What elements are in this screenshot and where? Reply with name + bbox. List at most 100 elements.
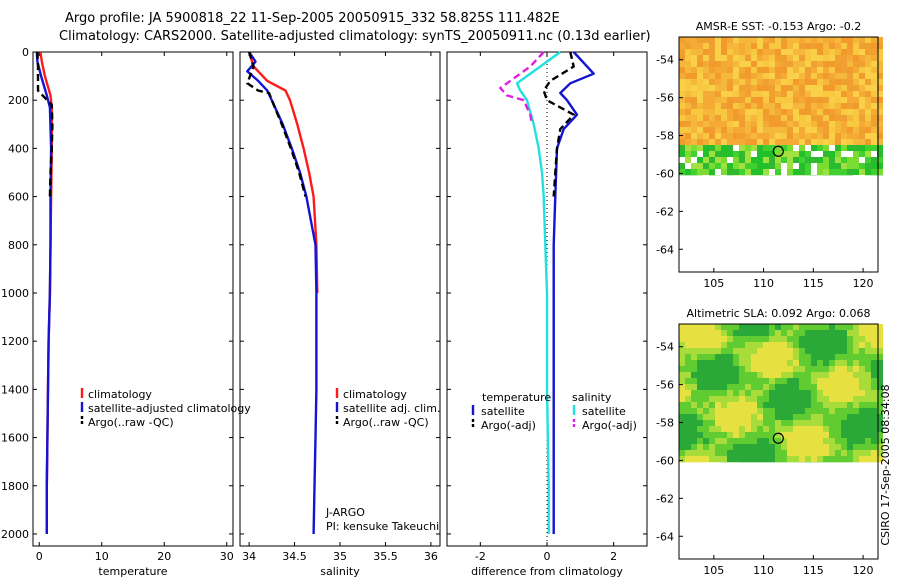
sst-cell: [817, 43, 823, 49]
sst-cell: [715, 163, 721, 169]
sst-cell: [721, 109, 727, 115]
sla-cell: [865, 432, 871, 438]
sla-cell: [799, 450, 805, 456]
sla-cell: [853, 360, 859, 366]
sst-cell: [763, 115, 769, 121]
sst-cell: [841, 163, 847, 169]
sla-cell: [757, 336, 763, 342]
sst-cell: [805, 73, 811, 79]
sst-cell: [859, 151, 865, 157]
sla-cell: [817, 336, 823, 342]
sst-cell: [799, 133, 805, 139]
sla-cell: [751, 444, 757, 450]
sla-cell: [679, 450, 685, 456]
sla-cell: [703, 414, 709, 420]
sst-cell: [853, 43, 859, 49]
sst-cell: [841, 109, 847, 115]
sla-cell: [697, 372, 703, 378]
sst-cell: [739, 121, 745, 127]
sst-cell: [853, 145, 859, 151]
sla-cell: [745, 432, 751, 438]
sla-cell: [817, 420, 823, 426]
sst-cell: [679, 169, 685, 175]
sla-cell: [835, 450, 841, 456]
legend-label: satellite: [481, 405, 525, 418]
sla-cell: [715, 336, 721, 342]
sla-cell: [865, 354, 871, 360]
sst-cell: [679, 139, 685, 145]
sst-cell: [853, 61, 859, 67]
sst-cell: [775, 145, 781, 151]
sla-cell: [847, 456, 853, 462]
sla-cell: [757, 438, 763, 444]
sla-cell: [781, 420, 787, 426]
sst-cell: [787, 133, 793, 139]
sst-cell: [757, 151, 763, 157]
y-tick-label: 1000: [1, 287, 29, 300]
sla-cell: [817, 324, 823, 330]
sla-cell: [763, 366, 769, 372]
sst-cell: [865, 103, 871, 109]
sst-cell: [805, 61, 811, 67]
sst-cell: [721, 43, 727, 49]
sla-cell: [823, 426, 829, 432]
sst-cell: [685, 73, 691, 79]
sla-cell: [847, 330, 853, 336]
sla-cell: [829, 390, 835, 396]
sla-cell: [691, 378, 697, 384]
sst-cell: [823, 145, 829, 151]
sst-cell: [763, 97, 769, 103]
sla-cell: [787, 354, 793, 360]
sla-cell: [871, 330, 877, 336]
series-line-satellite-adjusted-climatology: [35, 51, 53, 534]
sst-cell: [715, 43, 721, 49]
sla-cell: [715, 360, 721, 366]
sla-cell: [847, 432, 853, 438]
sla-cell: [733, 324, 739, 330]
sst-cell: [751, 139, 757, 145]
sla-cell: [679, 432, 685, 438]
sla-cell: [745, 366, 751, 372]
sst-cell: [727, 121, 733, 127]
sst-cell: [865, 145, 871, 151]
sst-cell: [775, 97, 781, 103]
sla-cell: [865, 336, 871, 342]
sst-cell: [877, 163, 883, 169]
sst-cell: [877, 55, 883, 61]
sla-cell: [751, 330, 757, 336]
argo-float-marker: [772, 145, 784, 157]
sst-cell: [847, 127, 853, 133]
sst-cell: [829, 127, 835, 133]
sst-cell: [817, 163, 823, 169]
sst-cell: [811, 109, 817, 115]
sst-cell: [721, 49, 727, 55]
sla-cell: [805, 414, 811, 420]
sla-cell: [679, 378, 685, 384]
sst-cell: [733, 163, 739, 169]
sst-cell: [811, 85, 817, 91]
sst-cell: [853, 151, 859, 157]
sla-cell: [769, 420, 775, 426]
sla-cell: [847, 444, 853, 450]
sla-cell: [685, 336, 691, 342]
sst-cell: [823, 169, 829, 175]
sla-cell: [877, 360, 883, 366]
sst-cell: [865, 157, 871, 163]
sst-cell: [775, 127, 781, 133]
sla-cell: [757, 450, 763, 456]
sla-cell: [829, 354, 835, 360]
sst-cell: [859, 67, 865, 73]
sla-cell: [721, 450, 727, 456]
sst-cell: [847, 97, 853, 103]
sla-cell: [733, 354, 739, 360]
y-tick-label: 1200: [1, 335, 29, 348]
sla-cell: [781, 456, 787, 462]
sla-cell: [841, 360, 847, 366]
sla-cell: [841, 402, 847, 408]
sst-cell: [703, 109, 709, 115]
sla-cell: [859, 402, 865, 408]
sla-cell: [829, 420, 835, 426]
sst-cell: [763, 37, 769, 43]
sst-cell: [811, 127, 817, 133]
sla-cell: [697, 336, 703, 342]
